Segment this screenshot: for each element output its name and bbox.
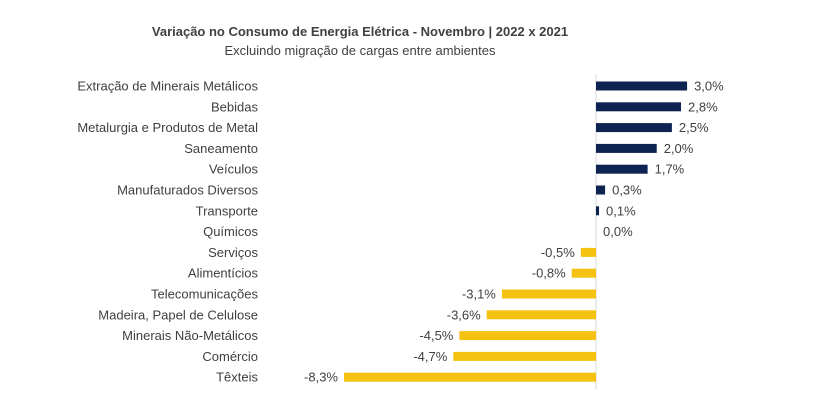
category-label: Têxteis (216, 370, 258, 385)
data-label: -0,8% (532, 266, 566, 281)
data-label: 2,8% (688, 99, 718, 114)
chart-subtitle: Excluindo migração de cargas entre ambie… (224, 43, 496, 58)
category-label: Serviços (208, 245, 258, 260)
data-label: -8,3% (304, 370, 338, 385)
data-label: -3,6% (447, 307, 481, 322)
data-label: 2,0% (664, 141, 694, 156)
data-label: 3,0% (694, 79, 724, 94)
category-label: Manufaturados Diversos (117, 183, 258, 198)
bar (596, 185, 606, 195)
bar (571, 268, 596, 278)
data-label: 2,5% (679, 120, 709, 135)
category-label: Telecomunicações (151, 287, 258, 302)
category-label: Transporte (196, 203, 258, 218)
bar (453, 351, 596, 361)
category-label: Metalurgia e Produtos de Metal (77, 120, 258, 135)
data-label: 0,0% (603, 224, 633, 239)
bar (596, 143, 657, 153)
bar (486, 310, 596, 320)
data-label: 0,3% (612, 183, 642, 198)
data-label: -4,5% (419, 328, 453, 343)
category-label: Bebidas (211, 99, 258, 114)
bar (580, 247, 596, 257)
category-label: Minerais Não-Metálicos (122, 328, 258, 343)
bar (344, 372, 596, 382)
chart-title: Variação no Consumo de Energia Elétrica … (151, 24, 569, 39)
data-label: 0,1% (606, 203, 636, 218)
category-label: Madeira, Papel de Celulose (98, 307, 258, 322)
data-label: -4,7% (413, 349, 447, 364)
data-label: -0,5% (541, 245, 575, 260)
category-label: Químicos (203, 224, 258, 239)
data-label: 1,7% (655, 162, 685, 177)
bar (596, 206, 600, 216)
bar (501, 289, 596, 299)
category-label: Veículos (209, 162, 259, 177)
category-label: Saneamento (184, 141, 258, 156)
bar (596, 123, 672, 133)
category-label: Extração de Minerais Metálicos (77, 79, 258, 94)
bar (596, 81, 688, 91)
category-label: Alimentícios (188, 266, 259, 281)
bar (459, 331, 596, 341)
data-label: -3,1% (462, 287, 496, 302)
bar (596, 164, 648, 174)
category-label: Comércio (202, 349, 258, 364)
bar (596, 102, 682, 112)
